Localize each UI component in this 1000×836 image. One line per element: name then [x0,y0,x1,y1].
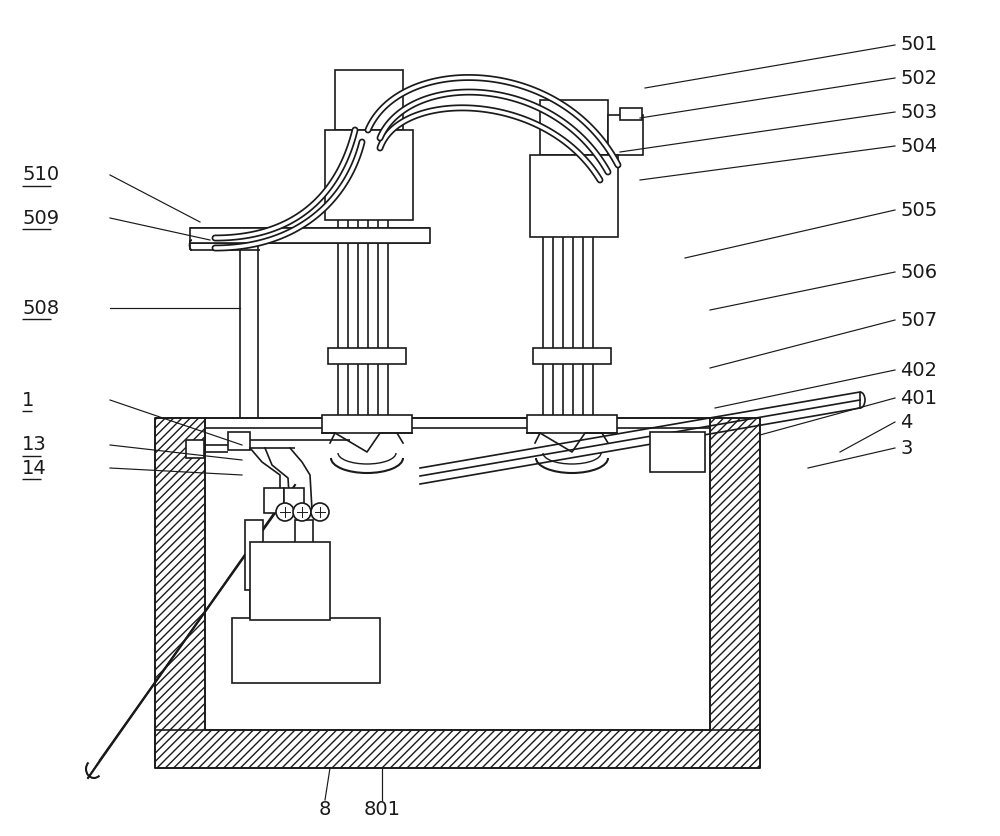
Bar [155,418,205,763]
Bar [540,100,608,155]
Bar [322,415,412,433]
Bar [710,418,760,763]
Text: 506: 506 [900,263,937,282]
Bar [232,618,380,683]
Text: 8: 8 [319,800,331,819]
Bar [650,432,705,472]
Bar [190,228,430,243]
Circle shape [311,503,329,521]
Bar [527,415,617,433]
Text: 504: 504 [900,136,937,155]
Circle shape [276,503,294,521]
Bar [328,348,406,364]
Text: 4: 4 [900,412,912,431]
Bar [250,590,258,620]
Bar [608,115,643,155]
Bar [155,730,760,768]
Bar [250,542,330,620]
Bar [295,520,313,595]
Text: 505: 505 [900,201,937,220]
Bar [228,432,250,450]
Bar [245,520,263,590]
Text: 507: 507 [900,310,937,329]
Text: 503: 503 [900,103,937,121]
Bar [530,155,618,237]
Bar [335,70,403,130]
Text: 501: 501 [900,35,937,54]
Text: 508: 508 [22,298,59,318]
Bar [620,108,642,120]
Circle shape [293,503,311,521]
Text: 510: 510 [22,166,59,185]
Text: 13: 13 [22,436,47,455]
Bar [325,130,413,220]
Text: 14: 14 [22,458,47,477]
Bar [533,348,611,364]
Text: 402: 402 [900,360,937,380]
Text: 401: 401 [900,389,937,407]
Text: 502: 502 [900,69,937,88]
Text: 801: 801 [364,800,400,819]
Bar [300,595,308,620]
Text: 3: 3 [900,439,912,457]
Bar [264,488,284,513]
Text: 509: 509 [22,208,59,227]
Bar [284,488,304,513]
Bar [186,440,204,458]
Text: 1: 1 [22,390,34,410]
